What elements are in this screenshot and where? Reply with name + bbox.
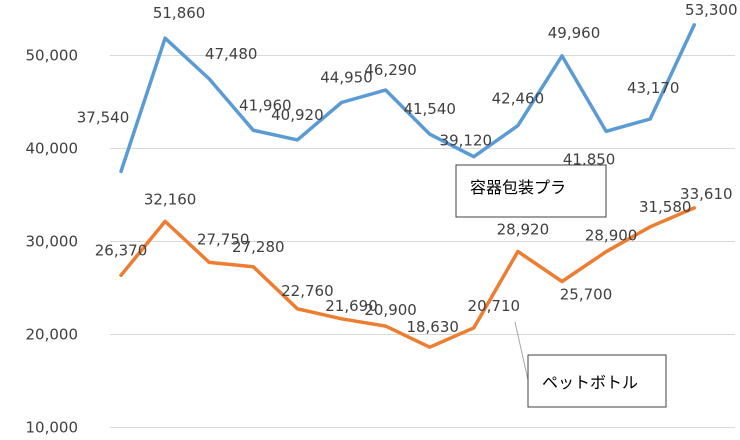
data-point [693,24,695,26]
data-point [605,251,607,253]
series-line-1 [119,206,697,349]
data-label: 41,850 [563,150,616,168]
data-label: 43,170 [627,79,680,97]
data-label: 41,960 [239,96,292,114]
y-axis-ticks: 10,000 20,000 30,000 40,000 50,000 [26,47,79,437]
data-point [561,55,563,57]
data-point [208,78,210,80]
data-point [208,261,210,263]
data-label: 33,610 [680,185,733,203]
series-line-0 [119,23,697,174]
data-point [385,325,387,327]
data-label: 28,920 [497,221,550,239]
data-point [561,280,563,282]
data-label: 25,700 [560,285,613,303]
data-label: 21,690 [325,297,378,315]
callout-label-pet-bottle: ペットボトル [542,373,638,392]
data-point [164,37,166,39]
callout-container-plastic: 容器包装プラ [455,164,607,218]
data-point [120,170,122,172]
data-point [649,118,651,120]
data-label: 51,860 [153,4,206,22]
data-point [341,318,342,320]
gridlines [110,55,735,428]
data-point [517,125,519,127]
data-label: 41,540 [403,100,456,118]
data-point [252,266,254,268]
data-label: 49,960 [548,24,601,42]
data-point [429,346,431,348]
data-label: 40,920 [271,106,324,124]
data-point [296,308,298,310]
data-point [605,130,607,132]
y-tick-label: 30,000 [26,233,79,251]
y-tick-label: 40,000 [26,140,79,158]
data-point [385,89,387,91]
data-label: 20,710 [468,297,521,315]
y-tick-label: 10,000 [26,419,79,437]
series-lines [119,23,697,349]
data-point [120,274,122,276]
data-point [473,327,475,329]
callout-pet-bottle: ペットボトル [527,354,667,408]
data-point [693,207,695,209]
data-label: 18,630 [406,318,459,336]
data-label: 42,460 [492,90,545,108]
data-label: 31,580 [639,198,692,216]
data-point [517,251,519,253]
data-label: 22,760 [281,282,334,300]
data-point [164,220,166,222]
callout-leader-line [514,321,529,381]
data-label: 26,370 [95,241,148,259]
callout-label-plastic: 容器包装プラ [470,178,566,197]
data-point [296,139,298,141]
y-tick-label: 50,000 [26,47,79,65]
data-label: 27,280 [232,238,285,256]
data-label: 32,160 [144,190,197,208]
data-label: 39,120 [440,132,493,150]
data-label: 44,950 [320,68,373,86]
data-label: 47,480 [205,45,258,63]
data-label: 46,290 [364,61,417,79]
data-point [341,101,342,103]
data-point [429,133,431,135]
data-point [473,156,475,158]
data-label: 27,750 [197,230,250,248]
y-tick-label: 20,000 [26,326,79,344]
data-point [649,226,651,228]
data-label: 28,900 [585,227,638,245]
data-label: 53,300 [685,1,738,19]
data-label: 20,900 [364,301,417,319]
data-label: 37,540 [77,108,130,126]
data-point [252,129,254,131]
